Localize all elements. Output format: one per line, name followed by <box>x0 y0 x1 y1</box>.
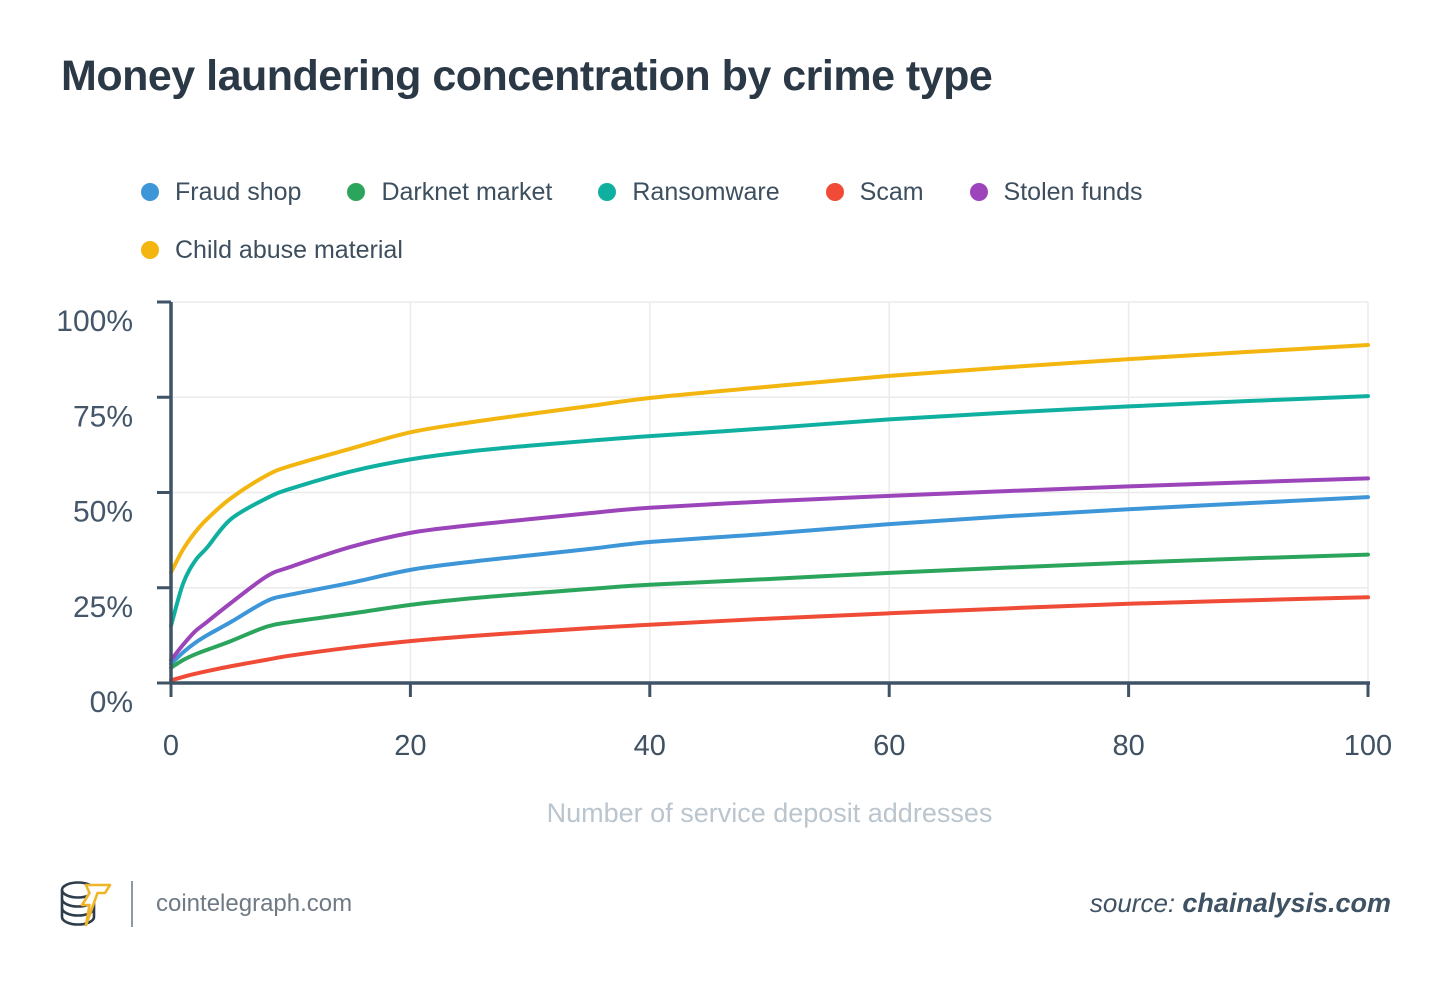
brand-url: cointelegraph.com <box>156 890 353 917</box>
y-tick-label: 0% <box>90 686 133 719</box>
series-line-fraud-shop <box>169 495 1370 666</box>
x-tick-label: 20 <box>394 730 426 762</box>
legend-item-darknet-market: Darknet market <box>347 176 552 208</box>
legend-item-scam: Scam <box>825 176 924 208</box>
source-credit: source: chainalysis.com <box>1090 888 1391 919</box>
legend-dot-icon <box>141 241 159 259</box>
x-tick-label: 100 <box>1344 730 1392 762</box>
legend: Fraud shop Darknet market Ransomware Scam St… <box>141 176 1321 266</box>
y-tick-label: 75% <box>73 400 133 433</box>
legend-label: Scam <box>859 177 924 206</box>
line-chart: 0% 25% 50% 75% 100% 0 20 40 60 80 100 Number of ser… <box>56 300 1392 828</box>
x-tick-label: 0 <box>163 730 179 762</box>
x-axis-title: Number of service deposit addresses <box>547 798 993 828</box>
footer-divider <box>131 881 133 927</box>
legend-dot-icon <box>825 183 844 201</box>
y-tick-label: 25% <box>73 591 133 624</box>
legend-dot-icon <box>347 183 366 201</box>
lightning-bolt-icon <box>80 883 112 927</box>
source-prefix: source: <box>1089 888 1176 918</box>
legend-item-stolen-funds: Stolen funds <box>969 176 1143 208</box>
y-tick-label: 100% <box>56 305 133 338</box>
legend-label: Stolen funds <box>1003 177 1143 206</box>
series-line-child-abuse-material <box>169 343 1370 575</box>
x-tick-label: 40 <box>634 730 666 762</box>
footer-brand-area: cointelegraph.com <box>56 876 352 932</box>
legend-dot-icon <box>598 183 617 201</box>
cointelegraph-logo-icon <box>60 881 112 927</box>
legend-dot-icon <box>969 183 988 201</box>
series-line-scam <box>169 595 1370 683</box>
legend-item-ransomware: Ransomware <box>598 176 780 208</box>
chart-title: Money laundering concentration by crime … <box>61 52 993 100</box>
legend-label: Darknet market <box>381 177 553 206</box>
legend-dot-icon <box>141 183 159 201</box>
series-line-ransomware <box>169 394 1370 628</box>
legend-label: Child abuse material <box>175 235 403 264</box>
series-line-stolen-funds <box>169 476 1370 663</box>
y-tick-label: 50% <box>73 496 133 529</box>
source-name: chainalysis.com <box>1182 888 1391 918</box>
x-tick-label: 80 <box>1112 730 1144 762</box>
x-tick-label: 60 <box>873 730 905 762</box>
legend-label: Fraud shop <box>175 177 302 206</box>
legend-label: Ransomware <box>632 177 780 206</box>
series-line-darknet-market <box>169 552 1370 670</box>
legend-item-fraud-shop: Fraud shop <box>141 176 301 208</box>
legend-item-child-abuse-material: Child abuse material <box>141 234 403 266</box>
